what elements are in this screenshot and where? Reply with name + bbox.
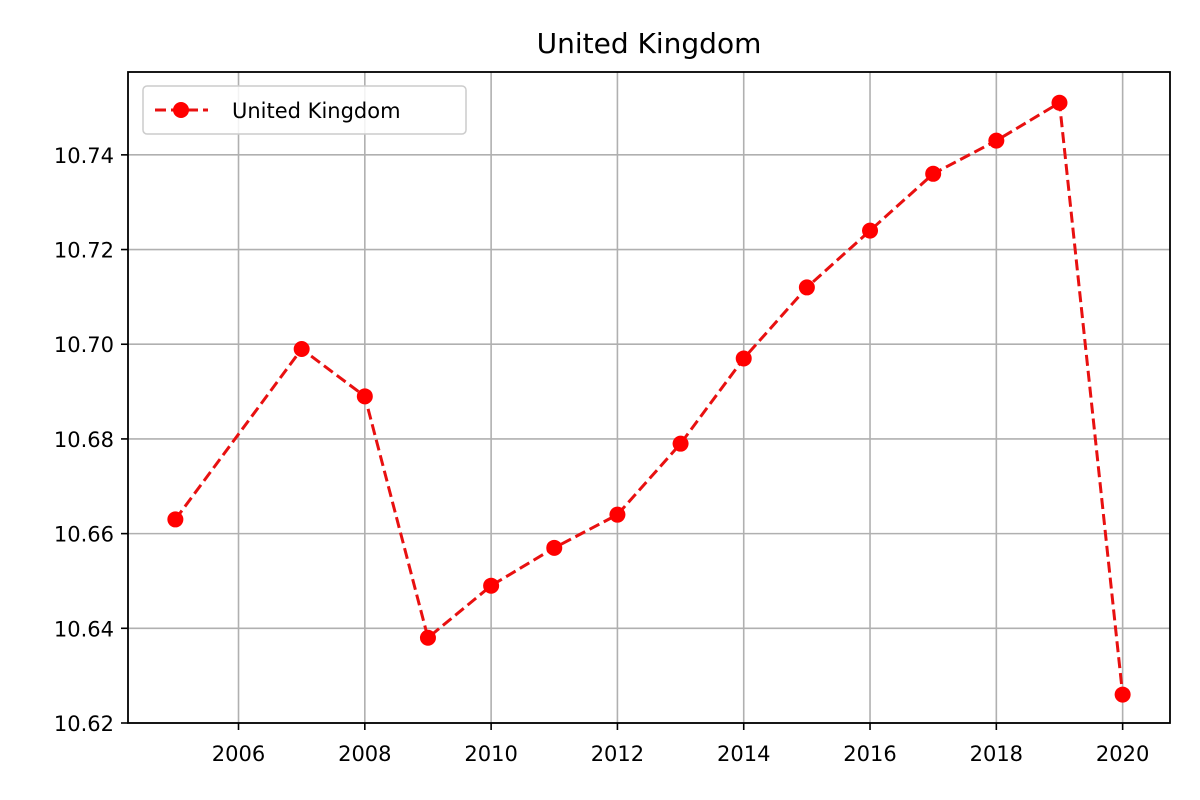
x-tick-label: 2012 <box>591 742 644 766</box>
data-point <box>609 506 626 523</box>
data-point <box>293 340 310 357</box>
x-tick-label: 2018 <box>970 742 1023 766</box>
y-tick-label: 10.74 <box>54 144 114 168</box>
data-point <box>798 279 815 296</box>
data-point <box>988 132 1005 149</box>
x-tick-label: 2010 <box>464 742 517 766</box>
data-point <box>167 511 184 528</box>
x-tick-label: 2020 <box>1096 742 1149 766</box>
y-tick-label: 10.64 <box>54 617 114 641</box>
data-point <box>356 388 373 405</box>
data-point <box>735 350 752 367</box>
legend-label: United Kingdom <box>232 99 401 123</box>
data-point <box>483 577 500 594</box>
legend-marker <box>173 102 189 118</box>
x-tick-label: 2014 <box>717 742 770 766</box>
legend-box <box>142 85 467 135</box>
y-tick-label: 10.66 <box>54 523 114 547</box>
axes: 2006 2008 2010 2012 2014 2016 2018 2020 10.62 10.… <box>54 71 1171 766</box>
y-tick-label: 10.70 <box>54 333 114 357</box>
data-point <box>1051 94 1068 111</box>
y-tick-label: 10.62 <box>54 712 114 736</box>
x-tick-label: 2016 <box>843 742 896 766</box>
data-point <box>672 435 689 452</box>
data-point <box>925 165 942 182</box>
series-group <box>167 94 1131 703</box>
data-point <box>546 539 563 556</box>
data-point <box>862 222 879 239</box>
data-point <box>1114 686 1131 703</box>
x-tick-label: 2008 <box>338 742 391 766</box>
plot-frame <box>127 71 1171 724</box>
x-tick-label: 2006 <box>212 742 265 766</box>
y-tick-label: 10.68 <box>54 428 114 452</box>
grid <box>128 72 1170 724</box>
data-point <box>419 629 436 646</box>
y-tick-label: 10.72 <box>54 239 114 263</box>
legend: United Kingdom <box>142 85 467 135</box>
series-line <box>174 101 1125 695</box>
chart-title: United Kingdom <box>537 27 762 60</box>
